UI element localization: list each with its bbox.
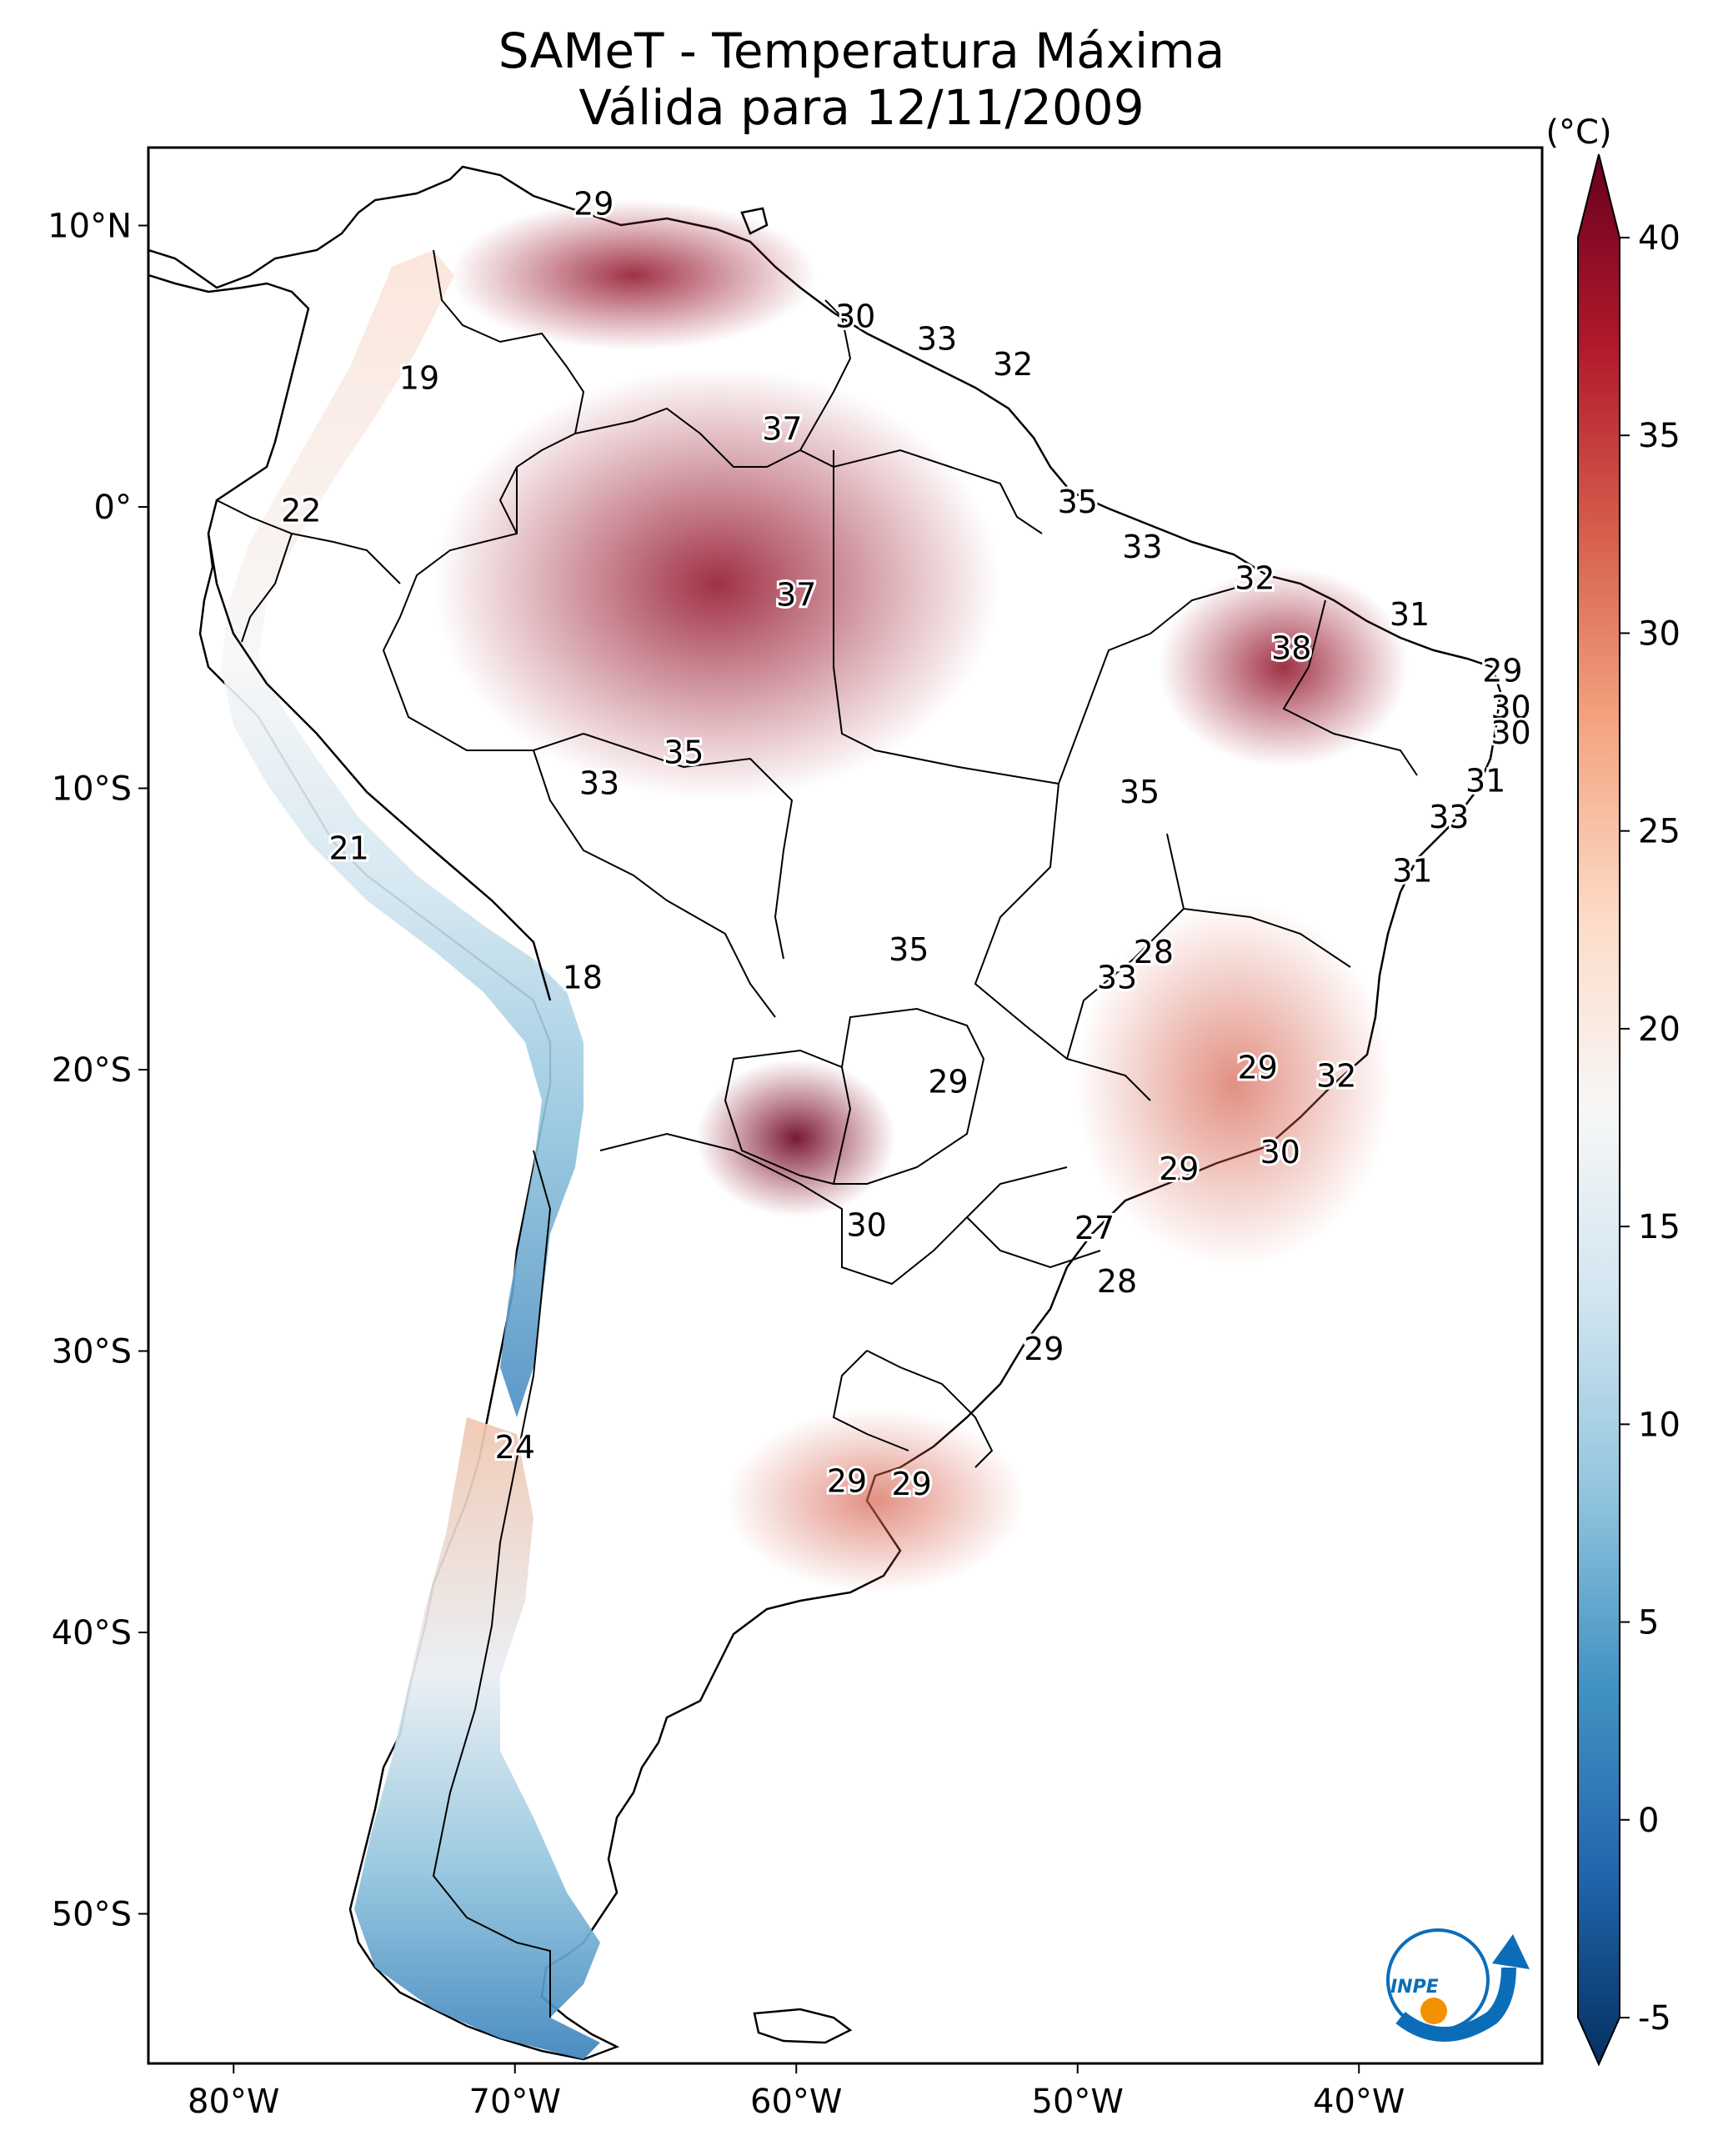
- hot-venezuela: [450, 200, 817, 350]
- contour-label: 27: [1074, 1210, 1114, 1246]
- colorbar-tick-label: 0: [1638, 1802, 1659, 1840]
- contour-label: 30: [1260, 1134, 1300, 1171]
- colorbar-tick-label: 10: [1638, 1406, 1680, 1444]
- contour-label: 18: [563, 960, 603, 996]
- contour-label: 37: [776, 577, 816, 614]
- colorbar-tick-label: 35: [1638, 417, 1680, 455]
- contour-label: 33: [917, 320, 957, 357]
- contour-label: 32: [1316, 1058, 1356, 1095]
- colorbar-bar: [1577, 153, 1620, 2067]
- inpe-logo: INPE: [1386, 1928, 1530, 2042]
- contour-label: 37: [762, 410, 802, 447]
- lon-tick-label: 70°W: [469, 2083, 561, 2121]
- contour-label: 22: [281, 492, 321, 529]
- contour-label: 31: [1390, 596, 1430, 633]
- colorbar-tick-label: 15: [1638, 1208, 1680, 1246]
- longitude-axis: 80°W 70°W 60°W 50°W 40°W: [188, 2063, 1405, 2121]
- contour-label: 30: [1490, 689, 1530, 726]
- warm-pampas: [725, 1409, 1025, 1592]
- contour-label: 35: [664, 735, 704, 771]
- contour-label: 29: [1159, 1151, 1199, 1187]
- contour-label: 35: [889, 931, 929, 968]
- contour-label: 29: [827, 1463, 867, 1500]
- inpe-logo-text: INPE: [1390, 1977, 1439, 1998]
- patagonia-cool: [354, 1417, 600, 2059]
- inpe-logo-dot: [1420, 1998, 1447, 2024]
- contour-label: 30: [1490, 714, 1530, 751]
- lon-tick-label: 60°W: [750, 2083, 842, 2121]
- map-title: SAMeT - Temperatura Máxima: [498, 23, 1225, 79]
- contour-label: 29: [891, 1466, 931, 1502]
- map-subtitle: Válida para 12/11/2009: [579, 79, 1144, 136]
- colorbar-ticks: 40 35 30 25 20 15 10 5 0 -5: [1620, 219, 1680, 2038]
- colorbar-tick-label: -5: [1638, 1999, 1671, 2038]
- lat-tick-label: 20°S: [52, 1051, 132, 1090]
- trinidad-island: [740, 207, 769, 235]
- colorbar-tick-label: 40: [1638, 219, 1680, 258]
- contour-label: 32: [993, 346, 1033, 383]
- contour-label: 31: [1392, 852, 1432, 889]
- warm-southeast: [1075, 900, 1392, 1267]
- lat-tick-label: 0°: [94, 489, 132, 527]
- contour-label: 33: [1122, 529, 1162, 565]
- lat-tick-label: 30°S: [52, 1333, 132, 1371]
- colorbar-tick-label: 25: [1638, 813, 1680, 851]
- contour-label: 19: [399, 360, 439, 397]
- lat-tick-label: 10°N: [48, 208, 132, 246]
- latitude-axis: 10°N 0° 10°S 20°S 30°S 40°S 50°S: [48, 208, 148, 1934]
- map-frame: [147, 146, 1544, 2065]
- contour-label: 24: [495, 1429, 535, 1466]
- hot-amazon: [433, 367, 1000, 800]
- contour-label: 28: [1134, 934, 1174, 970]
- contour-label: 38: [1271, 630, 1311, 667]
- colorbar-tick-label: 30: [1638, 614, 1680, 653]
- contour-label: 31: [1465, 762, 1505, 799]
- hot-core-chaco: [696, 1059, 896, 1217]
- falkland-islands: [753, 2008, 853, 2044]
- lon-tick-label: 80°W: [188, 2083, 279, 2121]
- contour-label: 29: [1238, 1050, 1278, 1086]
- lat-tick-label: 40°S: [52, 1614, 132, 1652]
- colorbar-tick-label: 20: [1638, 1010, 1680, 1049]
- lon-tick-label: 50°W: [1032, 2083, 1124, 2121]
- lon-tick-label: 40°W: [1313, 2083, 1405, 2121]
- lat-tick-label: 50°S: [52, 1896, 132, 1934]
- contour-label: 21: [328, 830, 368, 866]
- contour-label: 28: [1097, 1263, 1137, 1300]
- contour-label: 29: [1482, 653, 1522, 689]
- contour-label: 29: [573, 185, 614, 222]
- contour-label: 33: [579, 765, 619, 802]
- contour-label: 29: [928, 1063, 968, 1100]
- lat-tick-label: 10°S: [52, 770, 132, 809]
- country-borders: [216, 249, 1418, 2018]
- contour-label: 33: [1429, 799, 1469, 835]
- contour-label: 33: [1097, 960, 1137, 996]
- colorbar-tick-label: 5: [1638, 1604, 1659, 1642]
- colorbar: (°C) 40 35 30 25 20 15 10 5 0 -5: [1545, 113, 1680, 2067]
- contour-label: 30: [835, 298, 875, 334]
- hot-northeast: [1159, 567, 1409, 767]
- contour-label: 35: [1058, 484, 1098, 520]
- contour-label: 35: [1119, 774, 1160, 810]
- contour-label: 30: [846, 1207, 886, 1244]
- contour-label: 29: [1024, 1331, 1064, 1367]
- contour-label: 32: [1235, 559, 1275, 596]
- colorbar-unit: (°C): [1545, 113, 1611, 152]
- pacific-coastline: [207, 533, 552, 1001]
